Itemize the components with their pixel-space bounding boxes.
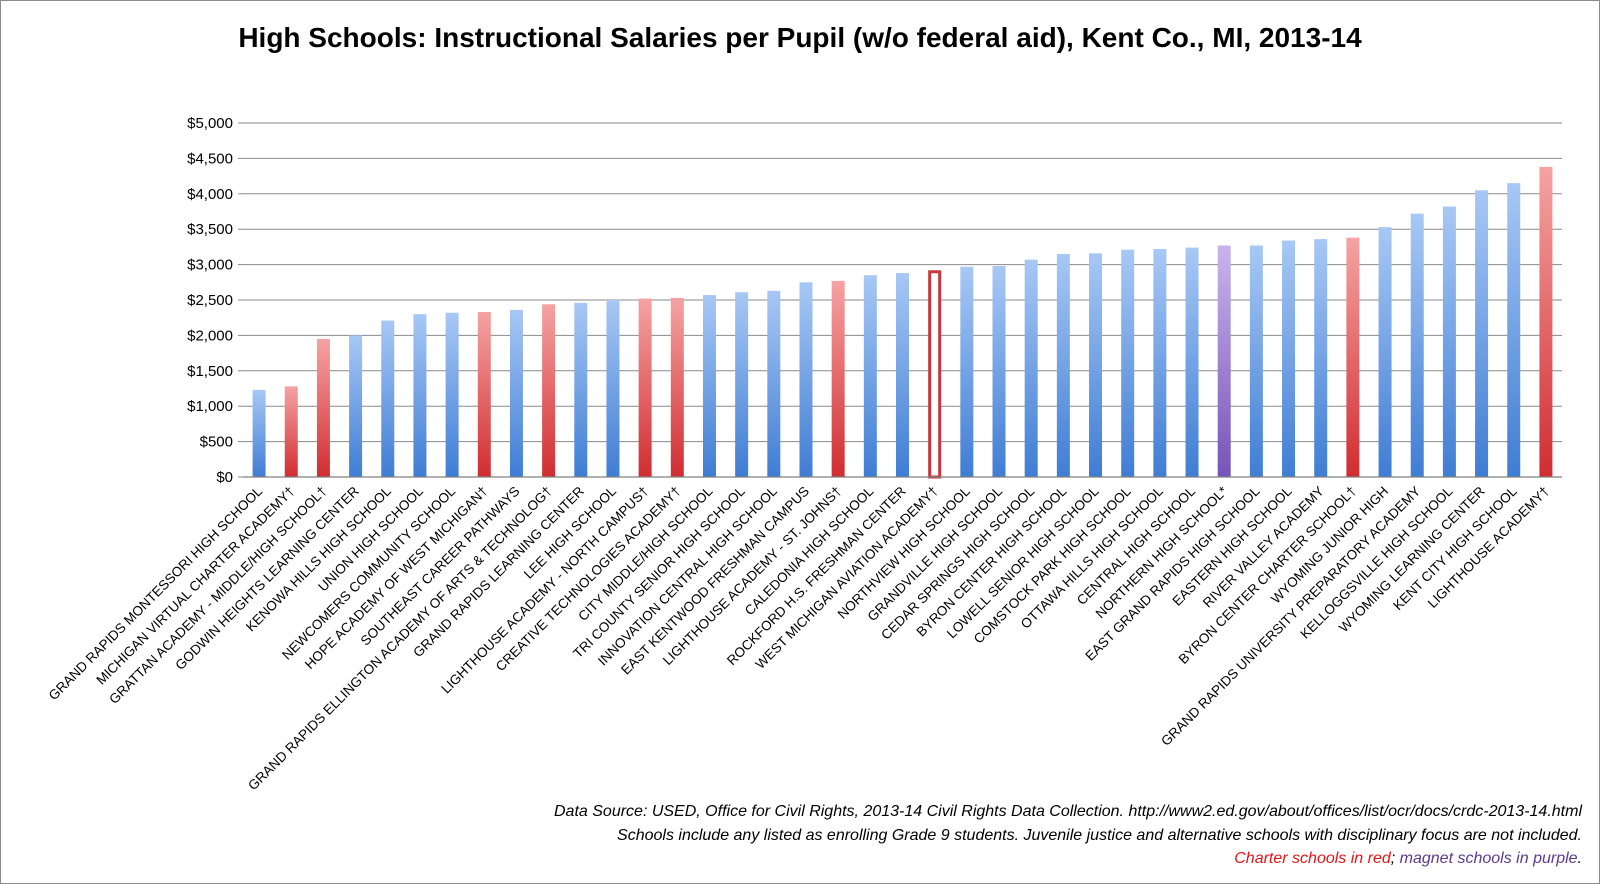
magnet-legend: magnet schools in purple — [1399, 850, 1578, 867]
bar — [702, 295, 716, 477]
y-tick-label: $4,000 — [187, 186, 233, 203]
legend-separator: ; — [1390, 850, 1400, 867]
bar — [735, 292, 749, 477]
bar — [509, 309, 523, 477]
bar — [1475, 190, 1489, 477]
y-tick-label: $0 — [216, 469, 233, 486]
charter-legend: Charter schools in red — [1234, 850, 1391, 867]
bar — [638, 298, 652, 477]
y-tick-label: $2,000 — [187, 327, 233, 344]
bar — [1314, 239, 1328, 477]
bar — [1282, 240, 1296, 477]
bar — [1056, 253, 1070, 477]
y-tick-label: $1,500 — [187, 363, 233, 380]
bar — [349, 335, 363, 477]
bar — [574, 302, 588, 477]
bar — [992, 266, 1006, 477]
bar — [1539, 166, 1553, 477]
y-tick-label: $1,000 — [187, 398, 233, 415]
chart-notes: Data Source: USED, Office for Civil Righ… — [554, 800, 1582, 871]
bar — [863, 275, 877, 477]
bar — [252, 389, 266, 477]
bar — [767, 290, 781, 477]
y-tick-label: $500 — [200, 434, 233, 451]
bar — [1378, 227, 1392, 477]
bar — [799, 282, 813, 477]
x-axis-labels: GRAND RAPIDS MONTESSORI HIGH SCHOOLMICHI… — [46, 483, 1552, 793]
bar — [896, 273, 909, 477]
bar — [670, 297, 684, 477]
data-source-note: Data Source: USED, Office for Civil Righ… — [554, 803, 1582, 820]
category-label: GRAND RAPIDS MONTESSORI HIGH SCHOOL — [46, 483, 266, 703]
bar — [1217, 245, 1231, 477]
legend-end: . — [1577, 850, 1582, 867]
bar — [606, 300, 620, 477]
bars — [252, 166, 1553, 479]
bar — [477, 312, 491, 477]
bar — [284, 386, 298, 477]
category-label: GRATTAN ACADEMY - MIDDLE/HIGH SCHOOL† — [106, 484, 329, 707]
y-tick-label: $3,500 — [187, 221, 233, 238]
bar — [1089, 253, 1103, 477]
bar — [831, 280, 845, 477]
bar — [1153, 249, 1167, 477]
bar — [413, 314, 427, 477]
bar — [1121, 249, 1135, 477]
bar — [1024, 259, 1038, 477]
bar — [928, 270, 942, 479]
bar — [445, 312, 459, 477]
y-tick-label: $5,000 — [187, 115, 233, 132]
bar — [960, 266, 974, 477]
bar — [1185, 247, 1199, 477]
bar — [542, 304, 556, 477]
y-axis-ticks: $0 $500 $1,000 $1,500 $2,000 $2,500 $3,000 $3,5… — [187, 115, 233, 486]
bar — [1442, 206, 1456, 477]
y-tick-label: $2,500 — [187, 292, 233, 309]
bar — [1507, 183, 1521, 477]
bar — [1410, 213, 1424, 477]
bar — [1249, 245, 1263, 477]
color-legend-note: Charter schools in red; magnet schools i… — [554, 847, 1582, 871]
y-tick-label: $3,000 — [187, 257, 233, 274]
y-tick-label: $4,500 — [187, 150, 233, 167]
scope-note: Schools include any listed as enrolling … — [617, 826, 1582, 844]
bar — [1346, 237, 1360, 477]
bar — [381, 320, 395, 477]
bar — [316, 338, 330, 477]
chart-title: High Schools: Instructional Salaries per… — [238, 22, 1362, 53]
